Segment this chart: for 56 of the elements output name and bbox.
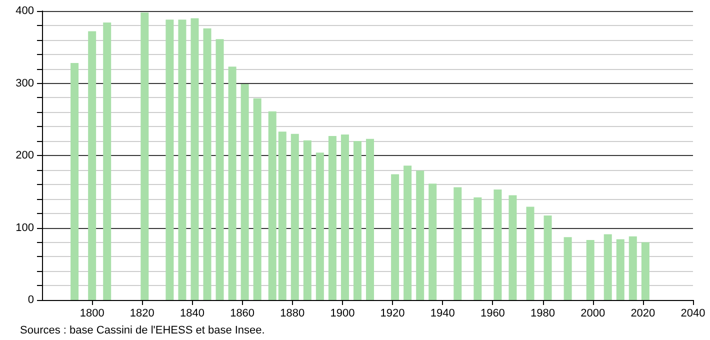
source-note: Sources : base Cassini de l'EHESS et base Insee. [20,324,265,336]
x-tick-label: 1900 [330,308,355,320]
bar [166,20,174,300]
bar [494,189,502,300]
x-tick-label: 1820 [130,308,154,320]
bar [290,134,299,300]
bar [526,206,534,300]
bar [586,240,594,300]
x-tick-label: 2000 [580,308,606,320]
x-tick-label: 1920 [380,308,405,320]
y-tick-label: 100 [16,222,34,234]
x-tick-label: 2040 [680,308,706,320]
bar [70,63,79,300]
y-tick-label: 0 [28,294,34,306]
bar [391,174,400,300]
bar [544,215,552,300]
x-tick-label: 2020 [630,308,656,320]
bar [416,170,424,300]
bar [253,98,262,300]
bar [366,138,374,300]
bar [240,84,249,300]
bar [303,140,312,300]
bar [178,20,186,300]
x-tick-label: 1960 [480,308,505,320]
y-tick-label: 200 [16,150,34,162]
bar [140,12,149,300]
bar [340,134,349,300]
bar [641,242,650,300]
bar [474,197,482,300]
x-tick-label: 1940 [430,308,455,320]
bar [328,136,336,300]
bar [190,18,199,300]
bar [278,132,286,300]
x-tick-label: 1980 [530,308,556,320]
bar [508,195,517,300]
x-tick-label: 1840 [180,308,204,320]
bar [88,31,96,300]
bar [228,66,236,300]
bar [316,152,324,300]
bar [203,28,212,300]
bar [628,236,637,300]
y-tick-label: 400 [16,5,34,17]
x-tick-label: 1860 [230,308,255,320]
bar [103,22,112,300]
bar [404,166,412,300]
bar [428,184,437,300]
y-tick-label: 300 [16,77,34,90]
bar [353,141,362,300]
bar [268,111,276,300]
bar [604,234,612,300]
x-tick-label: 1800 [80,308,104,320]
bar [564,237,572,300]
bar [616,239,624,300]
bar [216,39,224,300]
bar [454,187,462,300]
x-tick-label: 1880 [280,308,305,320]
